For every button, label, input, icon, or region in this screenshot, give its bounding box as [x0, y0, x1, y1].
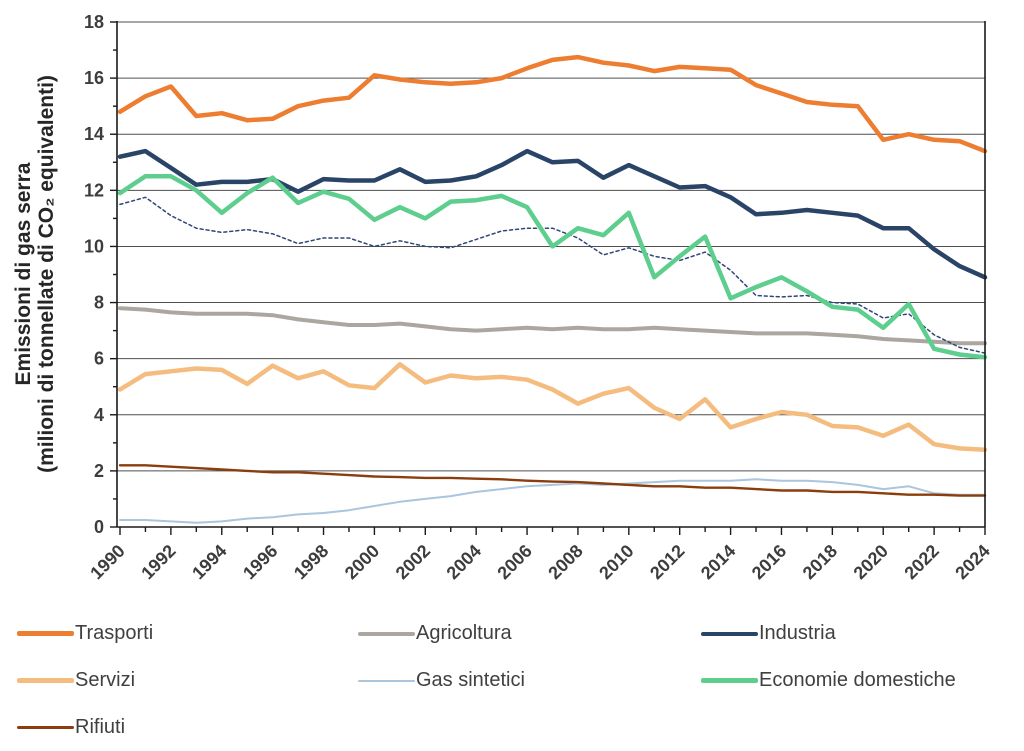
legend-label-trasporti: Trasporti — [75, 622, 154, 644]
legend-swatch-rifiuti — [17, 726, 74, 729]
x-tick-label-2012: 2012 — [646, 541, 688, 583]
legend-label-gas-sintetici: Gas sintetici — [416, 669, 525, 691]
x-tick-label-2006: 2006 — [493, 541, 535, 583]
y-tick-label-6: 6 — [94, 349, 104, 369]
legend-label-rifiuti: Rifiuti — [75, 716, 126, 738]
y-axis-title: Emissioni di gas serra (milioni di tonne… — [12, 75, 58, 473]
x-tick-label-1998: 1998 — [290, 541, 332, 583]
y-tick-label-2: 2 — [94, 461, 104, 481]
legend-swatch-agricoltura — [358, 631, 415, 636]
series-trasporti-line — [117, 54, 988, 154]
y-axis-title-line1: Emissioni di gas serra — [12, 162, 35, 385]
x-tick-label-2010: 2010 — [595, 541, 637, 583]
legend-label-agricoltura: Agricoltura — [416, 622, 512, 644]
y-tick-label-10: 10 — [84, 236, 104, 256]
legend-item-industria: Industria — [701, 610, 1024, 657]
legend-swatch-industria — [701, 631, 758, 636]
x-tick-label-1994: 1994 — [188, 541, 230, 583]
legend-item-rifiuti: Rifiuti — [17, 704, 358, 751]
y-tick-label-0: 0 — [94, 517, 104, 537]
y-tick-label-16: 16 — [84, 68, 104, 88]
x-tick-label-2020: 2020 — [850, 541, 892, 583]
legend-swatch-gas-sintetici — [358, 679, 415, 682]
y-tick-label-18: 18 — [84, 12, 104, 32]
y-tick-label-14: 14 — [84, 124, 104, 144]
series-economie-domestiche-line — [117, 174, 988, 360]
x-tick-label-2004: 2004 — [443, 541, 485, 583]
x-tick-label-2014: 2014 — [697, 541, 739, 583]
series-gas-sintetici-line — [119, 478, 986, 524]
x-tick-label-2000: 2000 — [341, 541, 383, 583]
legend-swatch-trasporti — [17, 631, 74, 636]
series-rifiuti-line — [118, 464, 987, 497]
legend-item-agricoltura: Agricoltura — [358, 610, 701, 657]
legend-swatch-economie-domestiche — [701, 678, 758, 683]
x-tick-label-2022: 2022 — [900, 541, 942, 583]
y-tick-label-4: 4 — [94, 405, 104, 425]
y-tick-label-12: 12 — [84, 180, 104, 200]
legend-item-trasporti: Trasporti — [17, 610, 358, 657]
series-industria-line — [117, 148, 988, 280]
y-axis-title-line2: (milioni di tonnellate di CO₂ equivalent… — [35, 75, 58, 473]
legend-label-economie-domestiche: Economie domestiche — [759, 669, 956, 691]
x-tick-label-2018: 2018 — [799, 541, 841, 583]
series-linea-tratteggiata-line — [119, 196, 986, 354]
legend-swatch-servizi — [17, 678, 74, 683]
legend-label-servizi: Servizi — [75, 669, 136, 691]
x-tick-label-1990: 1990 — [86, 541, 128, 583]
legend-item-economie-domestiche: Economie domestiche — [701, 657, 1024, 704]
chart-legend: Trasporti Agricoltura Industria Servizi Gas … — [0, 610, 1024, 751]
legend-item-gas-sintetici: Gas sintetici — [358, 657, 701, 704]
series-agricoltura-line — [118, 306, 987, 346]
x-tick-label-2024: 2024 — [951, 541, 993, 583]
x-tick-label-2002: 2002 — [392, 541, 434, 583]
legend-label-industria: Industria — [759, 622, 836, 644]
x-tick-label-2008: 2008 — [544, 541, 586, 583]
legend-item-servizi: Servizi — [17, 657, 358, 704]
x-tick-label-1992: 1992 — [137, 541, 179, 583]
x-tick-label-1996: 1996 — [239, 541, 281, 583]
x-tick-label-2016: 2016 — [748, 541, 790, 583]
series-servizi-line — [117, 362, 988, 453]
y-tick-label-8: 8 — [94, 293, 104, 313]
